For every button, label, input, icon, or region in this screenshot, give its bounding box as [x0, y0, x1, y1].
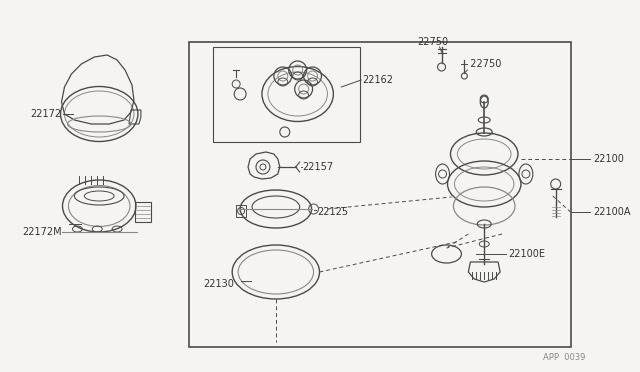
- Text: 22157: 22157: [303, 162, 334, 172]
- Bar: [189, 42, 570, 347]
- Bar: [135, 202, 151, 222]
- Text: 22100A: 22100A: [593, 207, 631, 217]
- Text: 22100E: 22100E: [508, 249, 545, 259]
- Text: 22172M: 22172M: [22, 227, 61, 237]
- Text: APP  0039: APP 0039: [543, 353, 586, 362]
- Text: 22750: 22750: [465, 59, 502, 69]
- Bar: [236, 205, 246, 217]
- Bar: [213, 47, 360, 142]
- Text: 22100: 22100: [593, 154, 624, 164]
- Text: 22125: 22125: [317, 207, 349, 217]
- Text: 22130: 22130: [204, 279, 234, 289]
- Text: 22162: 22162: [362, 75, 393, 85]
- Text: 22750: 22750: [417, 37, 448, 47]
- Text: 22172: 22172: [30, 109, 61, 119]
